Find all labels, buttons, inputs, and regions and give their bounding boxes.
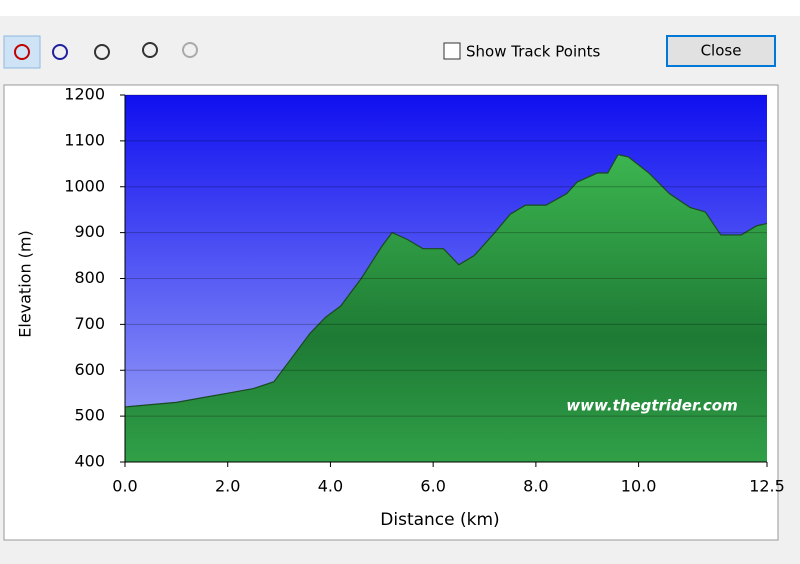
y-tick-label: 1200	[64, 85, 105, 104]
elevation-area	[125, 154, 767, 462]
x-tick-label: 4.0	[318, 477, 343, 496]
elevation-line	[124, 153, 768, 408]
y-tick-label: 800	[74, 268, 105, 287]
checkbox[interactable]	[443, 42, 461, 60]
y-tick-label: 1000	[64, 176, 105, 195]
y-tick-label: 900	[74, 222, 105, 241]
zoom-in[interactable]	[142, 42, 158, 58]
y-tick-label: 600	[74, 360, 105, 379]
tool-selected[interactable]	[3, 35, 41, 69]
x-tick-label: 0.0	[112, 477, 137, 496]
y-tick-label: 400	[74, 452, 105, 471]
close-button-label[interactable]: Close	[701, 42, 742, 60]
x-tick-label: 2.0	[215, 477, 240, 496]
tool-icons	[14, 42, 198, 60]
x-axis-label: Distance (km)	[380, 510, 499, 530]
x-tick-label: 6.0	[420, 477, 445, 496]
title-strip	[0, 0, 800, 16]
x-tick-label: 8.0	[523, 477, 548, 496]
checkbox-label: Show Track Points	[466, 43, 601, 61]
y-axis-label: Elevation (m)	[16, 230, 35, 337]
plot: 400 500 600 700 800 900 1000 1100 1200 0.0 2.0 4.0 6…	[64, 85, 785, 496]
y-tick-label: 700	[74, 314, 105, 333]
y-tick-label: 500	[74, 406, 105, 425]
watermark: www.thegtrider.com	[566, 397, 737, 415]
zoom-out[interactable]	[182, 42, 198, 58]
x-tick-label: 10.0	[621, 477, 657, 496]
tool-icon[interactable]	[14, 44, 30, 60]
y-tick-label: 1100	[64, 130, 105, 149]
tool-icon[interactable]	[52, 44, 68, 60]
close-button[interactable]	[666, 35, 776, 67]
x-tick-label: 12.5	[749, 477, 785, 496]
tool-icon[interactable]	[94, 44, 110, 60]
